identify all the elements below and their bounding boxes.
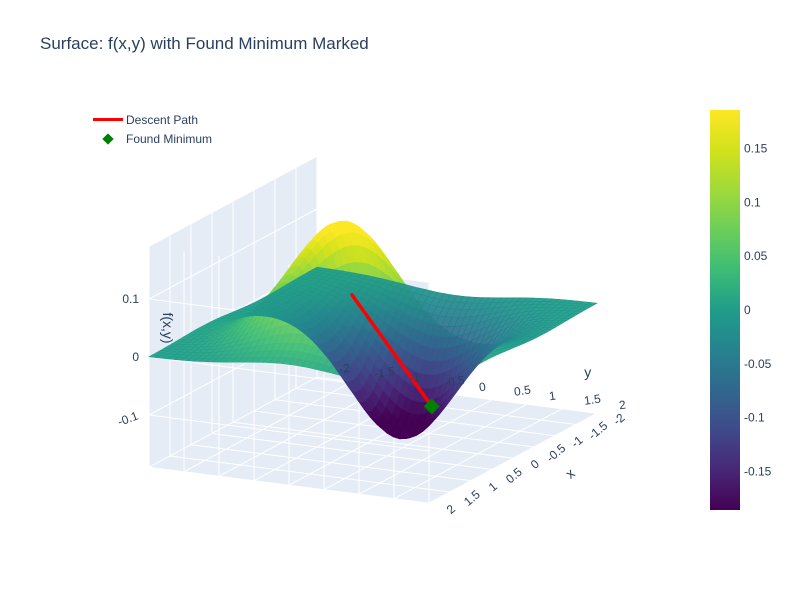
legend-label-found-minimum: Found Minimum xyxy=(126,131,213,146)
found-minimum-marker xyxy=(423,398,440,415)
x-tick-label: -1.5 xyxy=(586,418,611,442)
colorbar-gradient xyxy=(710,110,740,510)
grid-line xyxy=(190,444,472,482)
grid-line xyxy=(358,403,528,495)
surface-cell xyxy=(312,266,325,271)
x-tick-label: 1 xyxy=(486,479,500,494)
colorbar-tick-label: -0.1 xyxy=(744,411,765,425)
legend-line-swatch xyxy=(90,118,126,121)
chart-title: Surface: f(x,y) with Found Minimum Marke… xyxy=(40,34,369,53)
y-axis-title: y xyxy=(584,364,591,380)
y-tick-label: 0 xyxy=(478,379,487,394)
grid-line xyxy=(428,412,598,504)
y-tick-label: -2 xyxy=(338,361,351,376)
colorbar-tick-label: 0 xyxy=(744,303,751,317)
y-tick-label: -1.5 xyxy=(373,364,396,381)
x-tick-label: -1 xyxy=(568,433,585,451)
x-tick-label: -0.5 xyxy=(544,441,569,465)
y-tick-label: -1 xyxy=(408,370,421,385)
legend[interactable]: Descent Path Found Minimum xyxy=(90,110,212,148)
y-tick-label: 2 xyxy=(618,397,627,412)
grid-line xyxy=(211,432,493,470)
x-axis-title: x xyxy=(562,465,578,482)
grid-line xyxy=(393,408,563,500)
y-tick-label: 0.5 xyxy=(513,383,532,399)
colorbar-tick-label: 0.15 xyxy=(744,142,768,156)
z-tick-label: 0.1 xyxy=(122,292,139,306)
z-tick-label: 0 xyxy=(132,350,139,364)
grid-line xyxy=(169,455,451,493)
legend-item-found-minimum[interactable]: Found Minimum xyxy=(90,129,212,148)
colorbar-tick-label: -0.15 xyxy=(744,464,772,478)
z-tick-label: -0.1 xyxy=(116,409,141,429)
colorbar-tick-label: 0.05 xyxy=(744,249,768,263)
x-tick-label: 0.5 xyxy=(503,465,525,487)
legend-item-descent-path[interactable]: Descent Path xyxy=(90,110,212,129)
y-tick-label: 1 xyxy=(548,388,557,403)
grid-line xyxy=(148,414,430,452)
x-tick-label: 1.5 xyxy=(461,487,483,509)
x-tick-label: 2 xyxy=(444,502,458,517)
descent-path-layer xyxy=(350,293,440,415)
x-tick-label: -2 xyxy=(610,410,627,428)
colorbar: 0.15 0.1 0.05 0 -0.05 -0.1 -0.15 xyxy=(710,110,772,510)
colorbar-tick-label: 0.1 xyxy=(744,195,761,209)
grid-line xyxy=(148,208,318,300)
x-tick-label: 0 xyxy=(528,457,542,472)
colorbar-tick-label: -0.05 xyxy=(744,357,772,371)
legend-label-descent-path: Descent Path xyxy=(126,112,199,127)
descent-path-line xyxy=(350,293,434,409)
y-tick-label: -0.5 xyxy=(443,373,466,390)
z-axis-title: f(x,y) xyxy=(160,312,176,343)
grid-line xyxy=(323,399,493,491)
grid-line xyxy=(148,466,430,504)
y-tick-label: 1.5 xyxy=(583,392,602,408)
